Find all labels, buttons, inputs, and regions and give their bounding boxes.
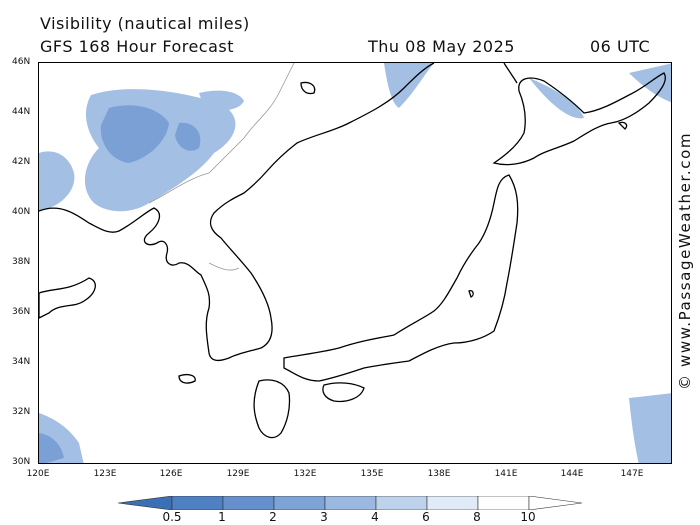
forecast-time: 06 UTC — [590, 37, 651, 56]
legend-label: 10 — [520, 510, 536, 524]
forecast-date: Thu 08 May 2025 — [368, 37, 515, 56]
lon-label: 135E — [360, 469, 384, 479]
lat-label: 30N — [12, 457, 31, 467]
lat-label: 40N — [12, 207, 31, 217]
lat-label: 34N — [12, 357, 31, 367]
visibility-legend — [118, 496, 582, 510]
lat-label: 32N — [12, 407, 31, 417]
legend-label: 2 — [269, 510, 277, 524]
legend-cell — [375, 496, 428, 510]
lon-label: 144E — [560, 469, 584, 479]
lon-label: 120E — [26, 469, 50, 479]
site-credit: © www.PassageWeather.com — [676, 131, 694, 390]
legend-label: 0.5 — [162, 510, 182, 524]
country-borders — [148, 63, 295, 271]
coastlines — [39, 63, 666, 439]
lon-label: 129E — [226, 469, 250, 479]
chart-title: Visibility (nautical miles) — [40, 14, 250, 33]
legend-cell — [528, 496, 582, 510]
legend-cell — [171, 496, 224, 510]
lat-label: 44N — [12, 107, 31, 117]
legend-label: 8 — [473, 510, 481, 524]
legend-label: 3 — [320, 510, 328, 524]
forecast-label: GFS 168 Hour Forecast — [40, 37, 235, 56]
legend-cell — [273, 496, 326, 510]
map-area — [38, 62, 672, 464]
legend-cell — [477, 496, 530, 510]
legend-label: 4 — [371, 510, 379, 524]
lat-label: 36N — [12, 307, 31, 317]
legend-label: 6 — [422, 510, 430, 524]
lat-label: 46N — [12, 57, 31, 67]
legend-cell — [426, 496, 479, 510]
lon-label: 147E — [620, 469, 644, 479]
lon-label: 141E — [494, 469, 518, 479]
lon-label: 126E — [159, 469, 183, 479]
legend-cell — [324, 496, 377, 510]
lat-label: 38N — [12, 257, 31, 267]
very-low-visibility-areas — [39, 105, 201, 463]
lon-label: 132E — [293, 469, 317, 479]
legend-label: 1 — [218, 510, 226, 524]
lon-label: 123E — [93, 469, 117, 479]
lat-label: 42N — [12, 157, 31, 167]
visibility-map — [39, 63, 671, 463]
lon-label: 138E — [427, 469, 451, 479]
legend-cell — [118, 496, 173, 510]
legend-cell — [222, 496, 275, 510]
